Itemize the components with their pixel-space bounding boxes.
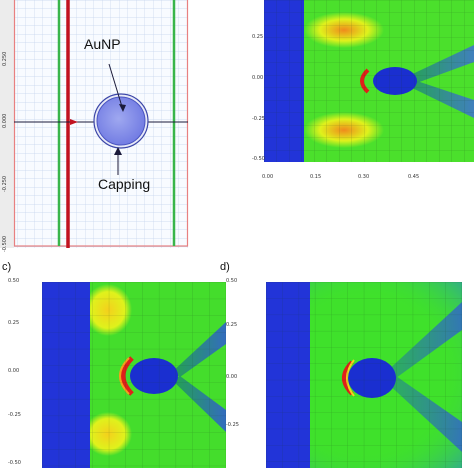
y-tick-a-1: 0.000 [2,113,8,128]
schematic-svg [0,0,200,262]
aunp-label: AuNP [84,36,121,52]
capping-arrow-icon [114,147,122,155]
axis-strip [0,0,14,262]
y-tick-d-1: 0.25 [226,322,238,328]
y-tick-a-3: -0.500 [2,235,8,252]
x-tick-b-0: 0.00 [262,174,274,180]
y-tick-d-0: 0.50 [226,278,238,284]
field-map-d [266,282,462,468]
y-tick-c-3: -0.25 [8,412,21,418]
gold-nanoparticle [96,96,146,146]
propagation-arrow-icon [70,119,78,125]
y-tick-b-0: 0.25 [252,34,264,40]
panel-c-field-map: 0.50 0.25 0.00 -0.25 -0.50 [0,276,230,474]
panel-letter-d: d) [220,261,230,273]
aunp-arrow-icon [119,104,126,112]
mesh-grid-d [266,282,462,468]
field-map-c [42,282,226,468]
field-map-b [264,0,474,162]
aunp-callout-line [108,63,124,111]
x-tick-b-1: 0.15 [310,174,322,180]
y-tick-d-3: -0.25 [226,422,239,428]
y-tick-b-3: -0.50 [252,156,265,162]
panel-d-field-map: 0.50 0.25 0.00 -0.25 [222,276,474,474]
panel-a-schematic: AuNP Capping 0.250 0.000 -0.250 -0.500 [0,0,200,262]
y-tick-a-0: 0.250 [2,51,8,66]
y-tick-c-4: -0.50 [8,460,21,466]
y-tick-d-2: 0.00 [226,374,238,380]
y-tick-a-2: -0.250 [2,175,8,192]
x-tick-b-2: 0.30 [358,174,370,180]
panel-b-field-map: 0.25 0.00 -0.25 -0.50 0.00 0.15 0.30 0.4… [248,0,474,190]
bottom-strip [0,248,200,262]
y-tick-b-1: 0.00 [252,75,264,81]
capping-label: Capping [98,176,151,192]
y-tick-c-2: 0.00 [8,368,20,374]
y-tick-c-1: 0.25 [8,320,20,326]
mesh-grid-b [264,0,474,162]
panel-letter-c: c) [2,261,12,273]
x-tick-b-3: 0.45 [408,174,420,180]
y-tick-b-2: -0.25 [252,116,265,122]
mesh-grid-c [42,282,226,468]
y-tick-c-0: 0.50 [8,278,20,284]
